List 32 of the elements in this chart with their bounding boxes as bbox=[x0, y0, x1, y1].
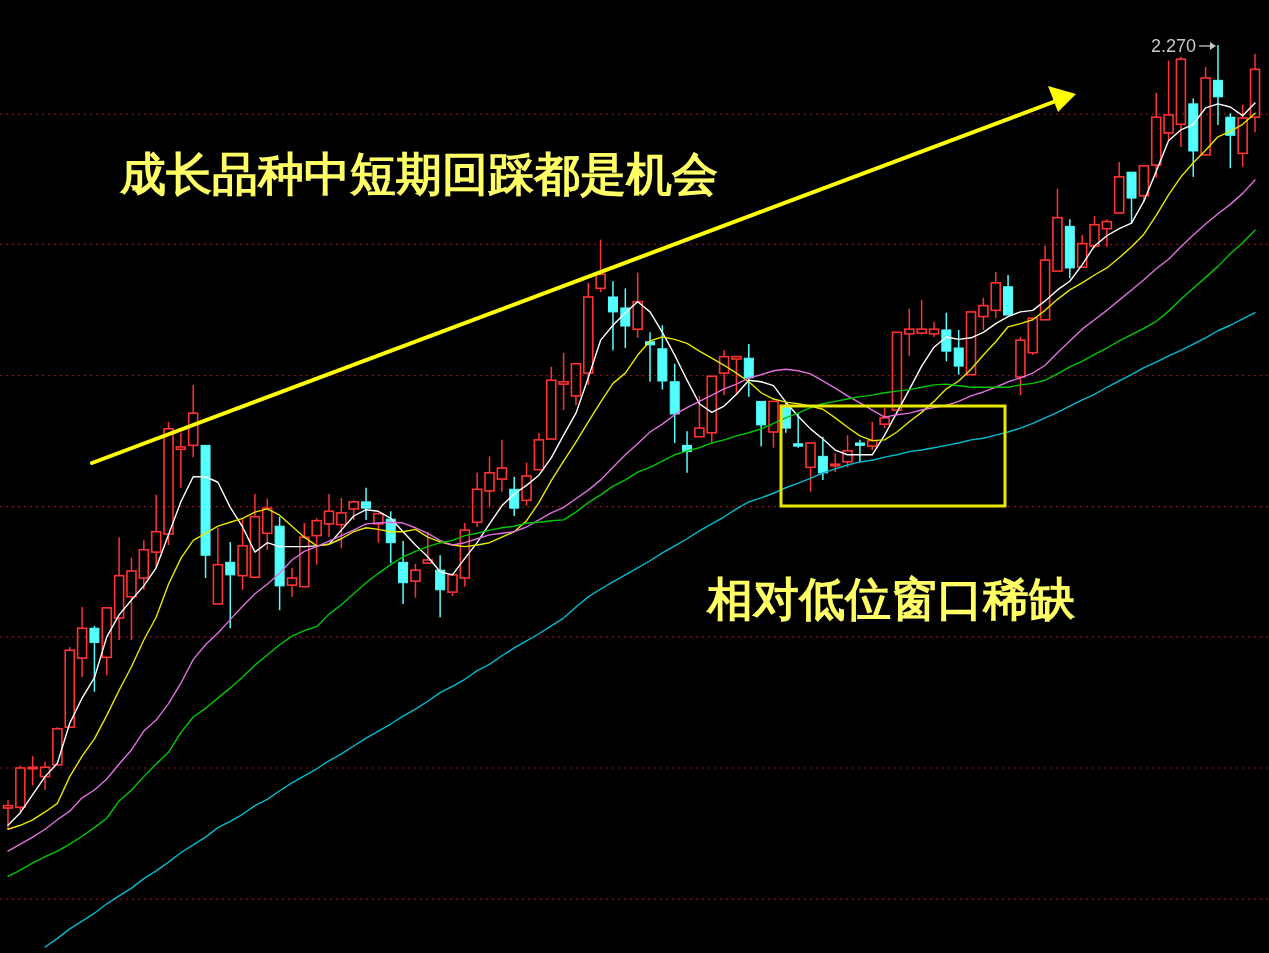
candlestick bbox=[669, 362, 680, 444]
candlestick bbox=[187, 384, 199, 458]
candlestick bbox=[76, 606, 88, 678]
candlestick bbox=[743, 343, 754, 398]
candlestick bbox=[39, 760, 51, 791]
annotation: 2.270 bbox=[1150, 36, 1196, 56]
candlestick bbox=[620, 287, 631, 349]
candlestick bbox=[645, 331, 656, 383]
candlestick bbox=[496, 439, 508, 493]
candlestick bbox=[286, 567, 298, 598]
candlestick bbox=[509, 476, 520, 517]
candlestick bbox=[471, 472, 483, 528]
candlestick bbox=[817, 435, 828, 481]
candlestick bbox=[1064, 218, 1075, 279]
candlestick bbox=[2, 799, 14, 831]
candlestick bbox=[138, 539, 150, 591]
annotation: 相对低位窗口稀缺 bbox=[705, 573, 1076, 625]
candlestick bbox=[435, 554, 446, 619]
candlestick bbox=[607, 280, 618, 352]
candlestick bbox=[323, 493, 335, 538]
candlestick bbox=[361, 486, 372, 521]
annotation: 成长品种中短期回踩都是机会 bbox=[119, 148, 718, 200]
candlestick bbox=[718, 349, 730, 396]
candlestick bbox=[459, 522, 471, 588]
candlestick bbox=[225, 541, 236, 630]
candlestick bbox=[1101, 218, 1113, 248]
candlestick bbox=[113, 536, 125, 641]
candlestick bbox=[150, 494, 162, 569]
candlestick bbox=[1249, 52, 1261, 133]
candlestick bbox=[175, 432, 187, 489]
candlestick bbox=[793, 412, 804, 449]
candlestick bbox=[398, 540, 409, 605]
